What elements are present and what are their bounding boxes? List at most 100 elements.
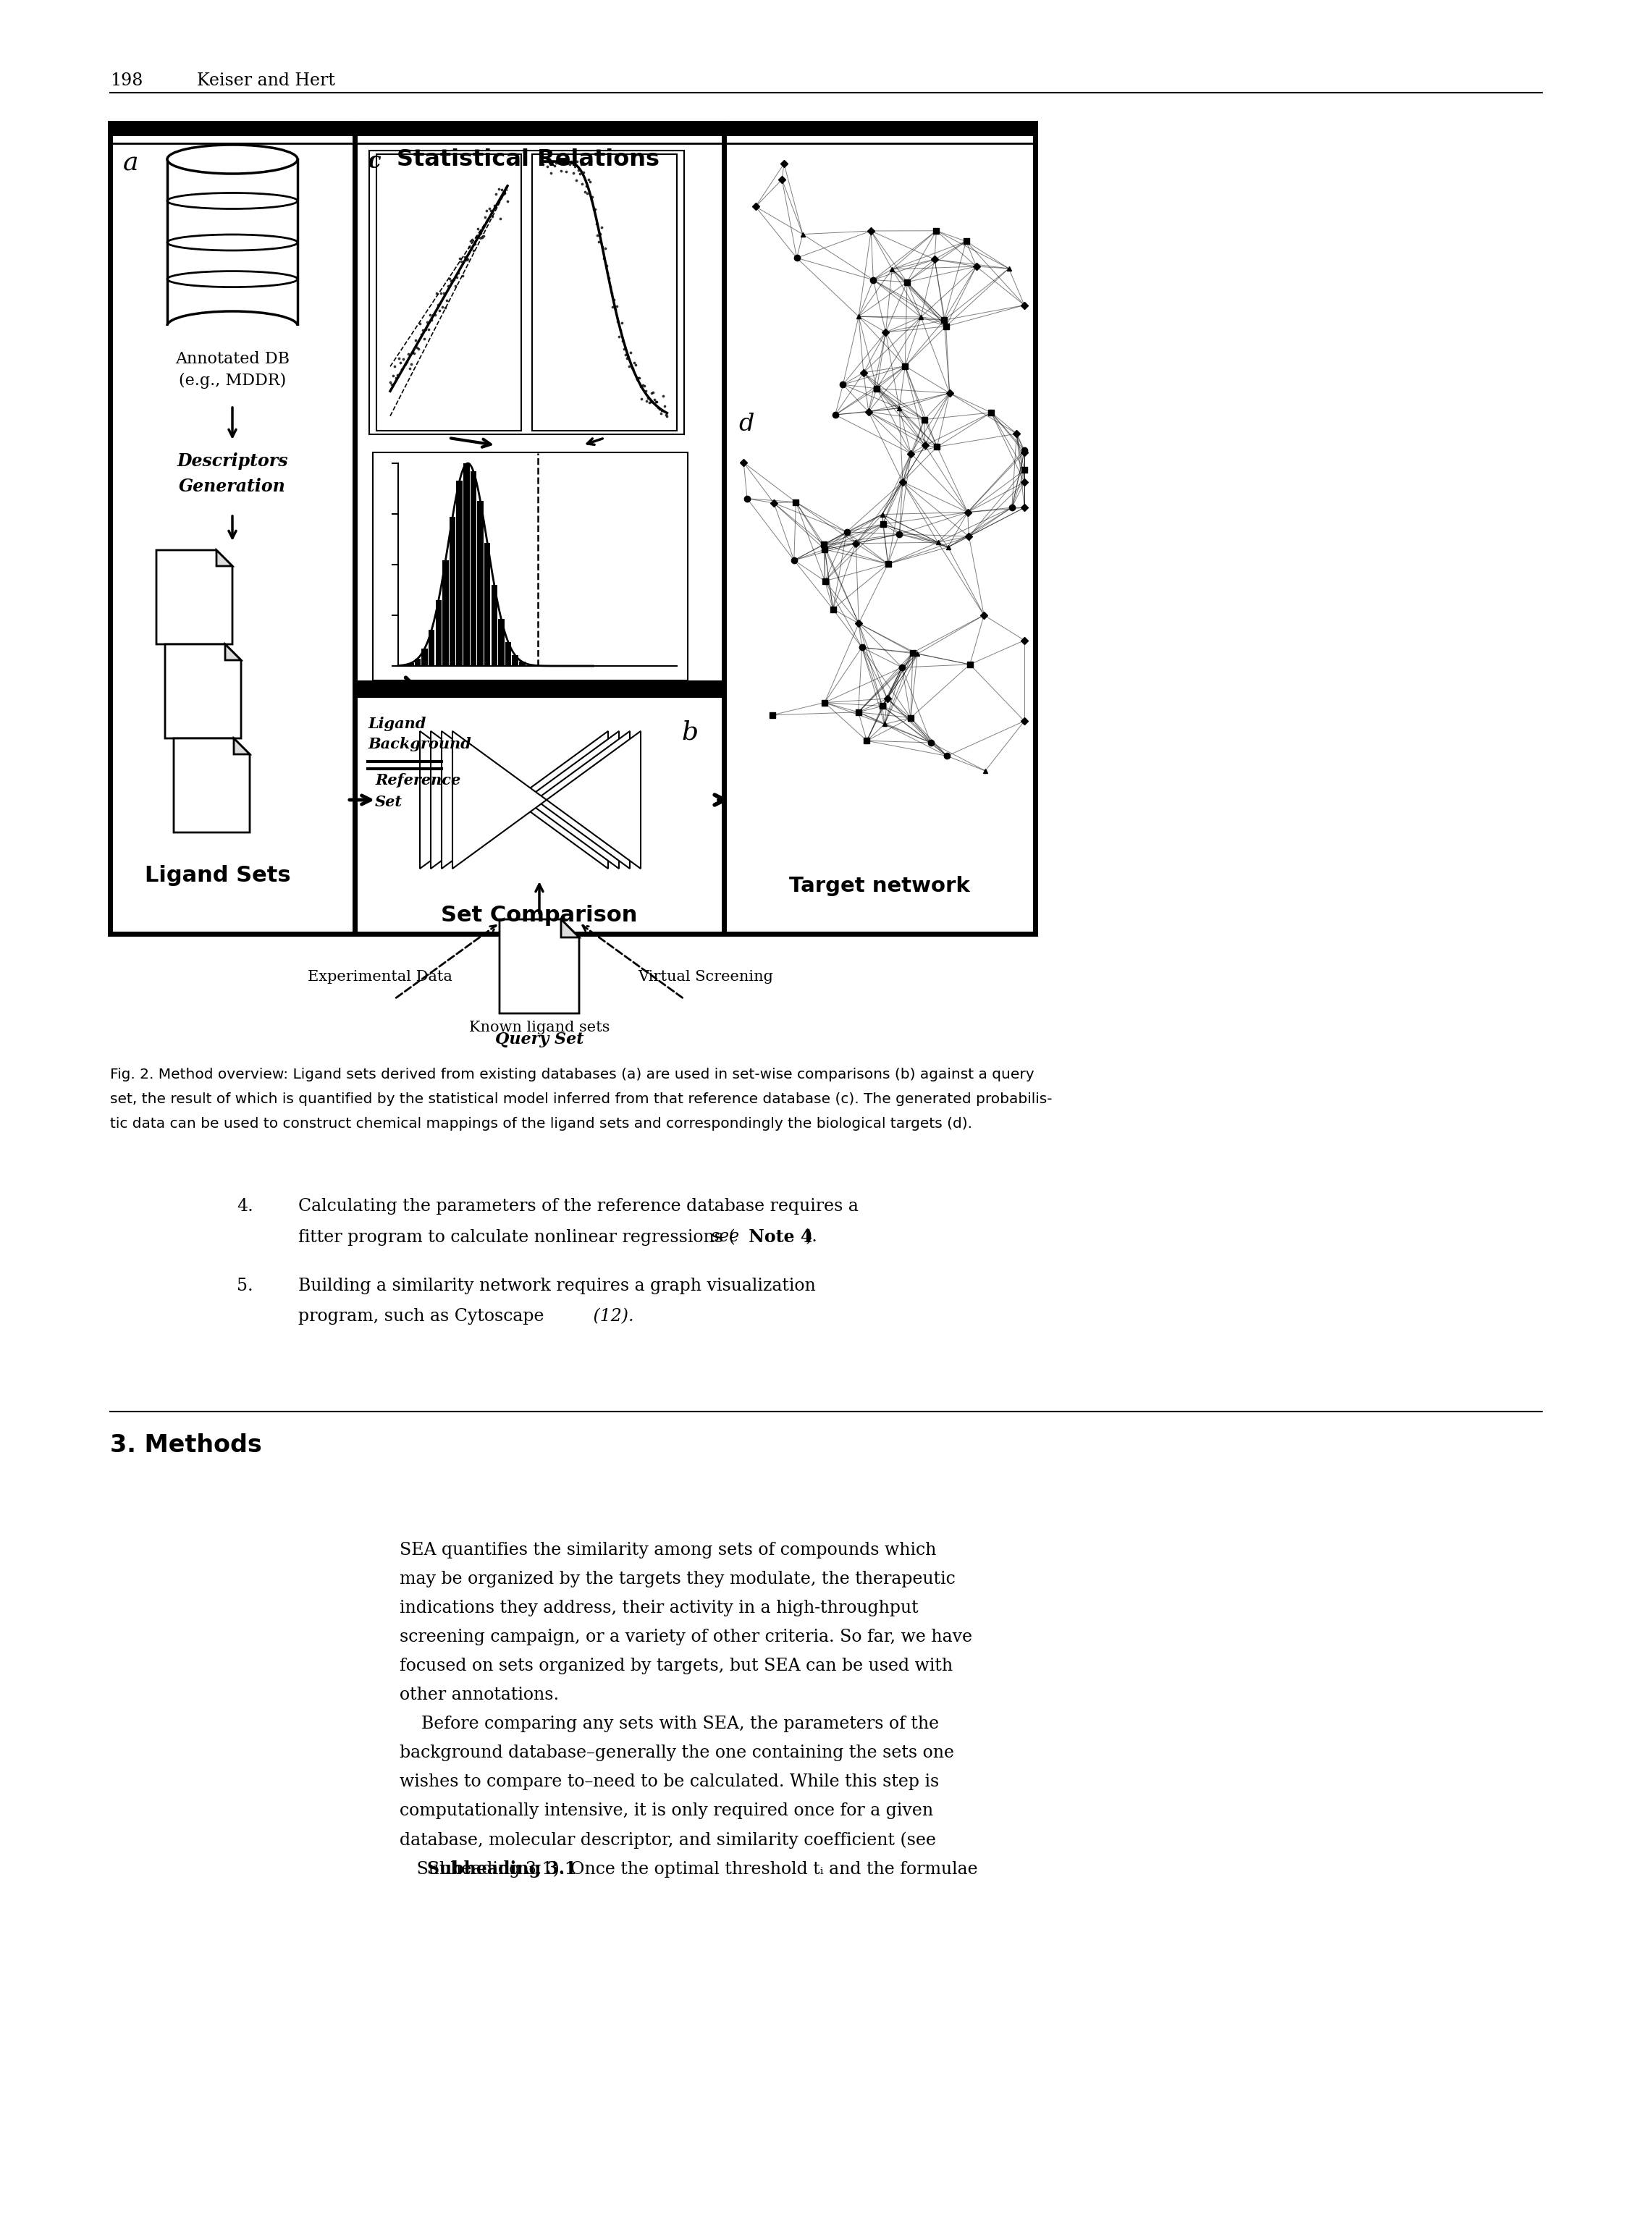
Bar: [519, 662, 525, 667]
Bar: [428, 629, 434, 667]
Text: SEA quantifies the similarity among sets of compounds which: SEA quantifies the similarity among sets…: [400, 1543, 937, 1558]
Bar: [463, 462, 469, 667]
Point: [608, 305, 634, 340]
Text: background database–generally the one containing the sets one: background database–generally the one co…: [400, 1745, 955, 1761]
Point: [620, 351, 646, 387]
Bar: [456, 480, 463, 667]
Point: [436, 260, 463, 296]
Point: [403, 329, 430, 365]
Bar: [111, 122, 355, 934]
Text: fitter program to calculate nonlinear regressions (: fitter program to calculate nonlinear re…: [299, 1229, 735, 1245]
Bar: [169, 160, 297, 327]
Point: [623, 360, 649, 396]
Bar: [532, 153, 677, 431]
Point: [590, 229, 616, 265]
Point: [610, 322, 636, 358]
Point: [401, 322, 428, 358]
Point: [591, 240, 618, 276]
Point: [638, 385, 664, 420]
Bar: [164, 327, 301, 345]
Point: [489, 171, 515, 207]
Point: [563, 144, 590, 180]
Point: [426, 293, 453, 329]
Point: [648, 396, 674, 431]
Point: [484, 187, 510, 222]
Point: [616, 349, 643, 385]
Point: [439, 262, 466, 298]
Point: [550, 144, 577, 180]
Point: [578, 182, 605, 218]
Point: [444, 260, 471, 296]
Point: [380, 358, 406, 393]
Point: [585, 218, 611, 253]
Text: Descriptors: Descriptors: [177, 453, 287, 469]
Text: Note 4: Note 4: [743, 1229, 813, 1245]
Bar: [368, 151, 684, 433]
Point: [572, 173, 598, 209]
Point: [580, 191, 606, 227]
Point: [446, 240, 472, 276]
Point: [423, 276, 449, 311]
Text: wishes to compare to–need to be calculated. While this step is: wishes to compare to–need to be calculat…: [400, 1774, 938, 1790]
Bar: [355, 680, 724, 696]
Point: [542, 147, 568, 182]
Point: [626, 360, 653, 396]
Point: [588, 209, 615, 245]
Point: [410, 311, 436, 347]
Point: [387, 345, 413, 380]
Point: [425, 287, 451, 322]
Text: other annotations.: other annotations.: [400, 1687, 558, 1703]
Point: [477, 193, 504, 229]
Text: Set: Set: [375, 796, 403, 809]
Point: [446, 256, 472, 291]
Text: Calculating the parameters of the reference database requires a: Calculating the parameters of the refere…: [299, 1198, 859, 1214]
Point: [405, 331, 431, 367]
Point: [416, 298, 443, 333]
Text: Background: Background: [368, 736, 471, 751]
Point: [603, 289, 629, 325]
Point: [482, 176, 509, 211]
Point: [390, 342, 416, 378]
Point: [413, 311, 439, 347]
Point: [552, 144, 578, 180]
Point: [575, 176, 601, 211]
Polygon shape: [499, 920, 580, 1014]
Point: [472, 200, 499, 236]
Point: [601, 291, 628, 327]
Ellipse shape: [167, 144, 297, 173]
Polygon shape: [547, 731, 641, 869]
Bar: [443, 560, 449, 667]
Point: [479, 198, 506, 233]
Point: [431, 276, 458, 311]
Point: [605, 305, 631, 340]
Text: Experimental Data: Experimental Data: [307, 969, 453, 985]
Point: [585, 225, 611, 260]
Point: [596, 260, 623, 296]
Point: [529, 144, 555, 180]
Point: [582, 191, 608, 227]
Point: [385, 358, 411, 393]
Bar: [499, 620, 504, 667]
Bar: [477, 500, 484, 667]
Text: Query Set: Query Set: [496, 1031, 583, 1047]
Bar: [355, 696, 724, 934]
Text: Reference: Reference: [375, 774, 461, 787]
Point: [628, 380, 654, 416]
Point: [562, 149, 588, 185]
Text: Known ligand sets: Known ligand sets: [469, 1020, 610, 1034]
Point: [395, 336, 421, 371]
Text: Annotated DB: Annotated DB: [175, 351, 289, 367]
Polygon shape: [216, 549, 233, 567]
Text: see: see: [710, 1229, 740, 1245]
Point: [456, 229, 482, 265]
Polygon shape: [514, 731, 608, 869]
Point: [387, 340, 413, 376]
Point: [393, 345, 420, 380]
Point: [418, 302, 444, 338]
Point: [466, 220, 492, 256]
Point: [463, 218, 489, 253]
Polygon shape: [525, 731, 620, 869]
Bar: [506, 642, 512, 667]
Point: [553, 153, 580, 189]
Point: [558, 144, 585, 180]
